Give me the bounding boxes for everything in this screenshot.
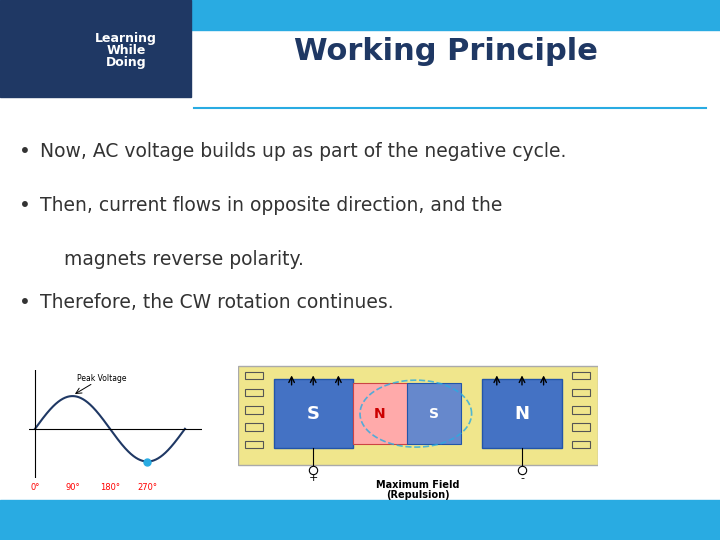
Bar xyxy=(238,366,598,465)
Bar xyxy=(274,379,353,448)
Text: N: N xyxy=(515,404,529,423)
Text: Working Principle: Working Principle xyxy=(294,37,598,66)
Bar xyxy=(0,0,191,97)
Text: •: • xyxy=(19,141,31,161)
Text: •: • xyxy=(19,293,31,312)
Text: N: N xyxy=(374,407,386,421)
Text: Doing: Doing xyxy=(106,56,146,69)
Text: Then, current flows in opposite direction, and the: Then, current flows in opposite directio… xyxy=(40,195,502,215)
Text: •: • xyxy=(19,195,31,215)
Bar xyxy=(353,383,407,444)
Text: Therefore, the CW rotation continues.: Therefore, the CW rotation continues. xyxy=(40,293,393,312)
Text: +: + xyxy=(308,474,318,483)
Bar xyxy=(482,379,562,448)
Text: (Repulsion): (Repulsion) xyxy=(386,490,449,500)
Text: Now, AC voltage builds up as part of the negative cycle.: Now, AC voltage builds up as part of the… xyxy=(40,141,566,161)
Text: magnets reverse polarity.: magnets reverse polarity. xyxy=(40,249,303,269)
Bar xyxy=(407,383,461,444)
Text: Learning: Learning xyxy=(95,32,157,45)
Text: -: - xyxy=(520,474,524,483)
Text: S: S xyxy=(429,407,438,421)
Text: S: S xyxy=(307,404,320,423)
Text: Peak Voltage: Peak Voltage xyxy=(77,374,127,382)
Text: While: While xyxy=(107,44,145,57)
Bar xyxy=(0,500,720,540)
Text: Maximum Field: Maximum Field xyxy=(376,480,459,490)
Bar xyxy=(0,0,720,30)
